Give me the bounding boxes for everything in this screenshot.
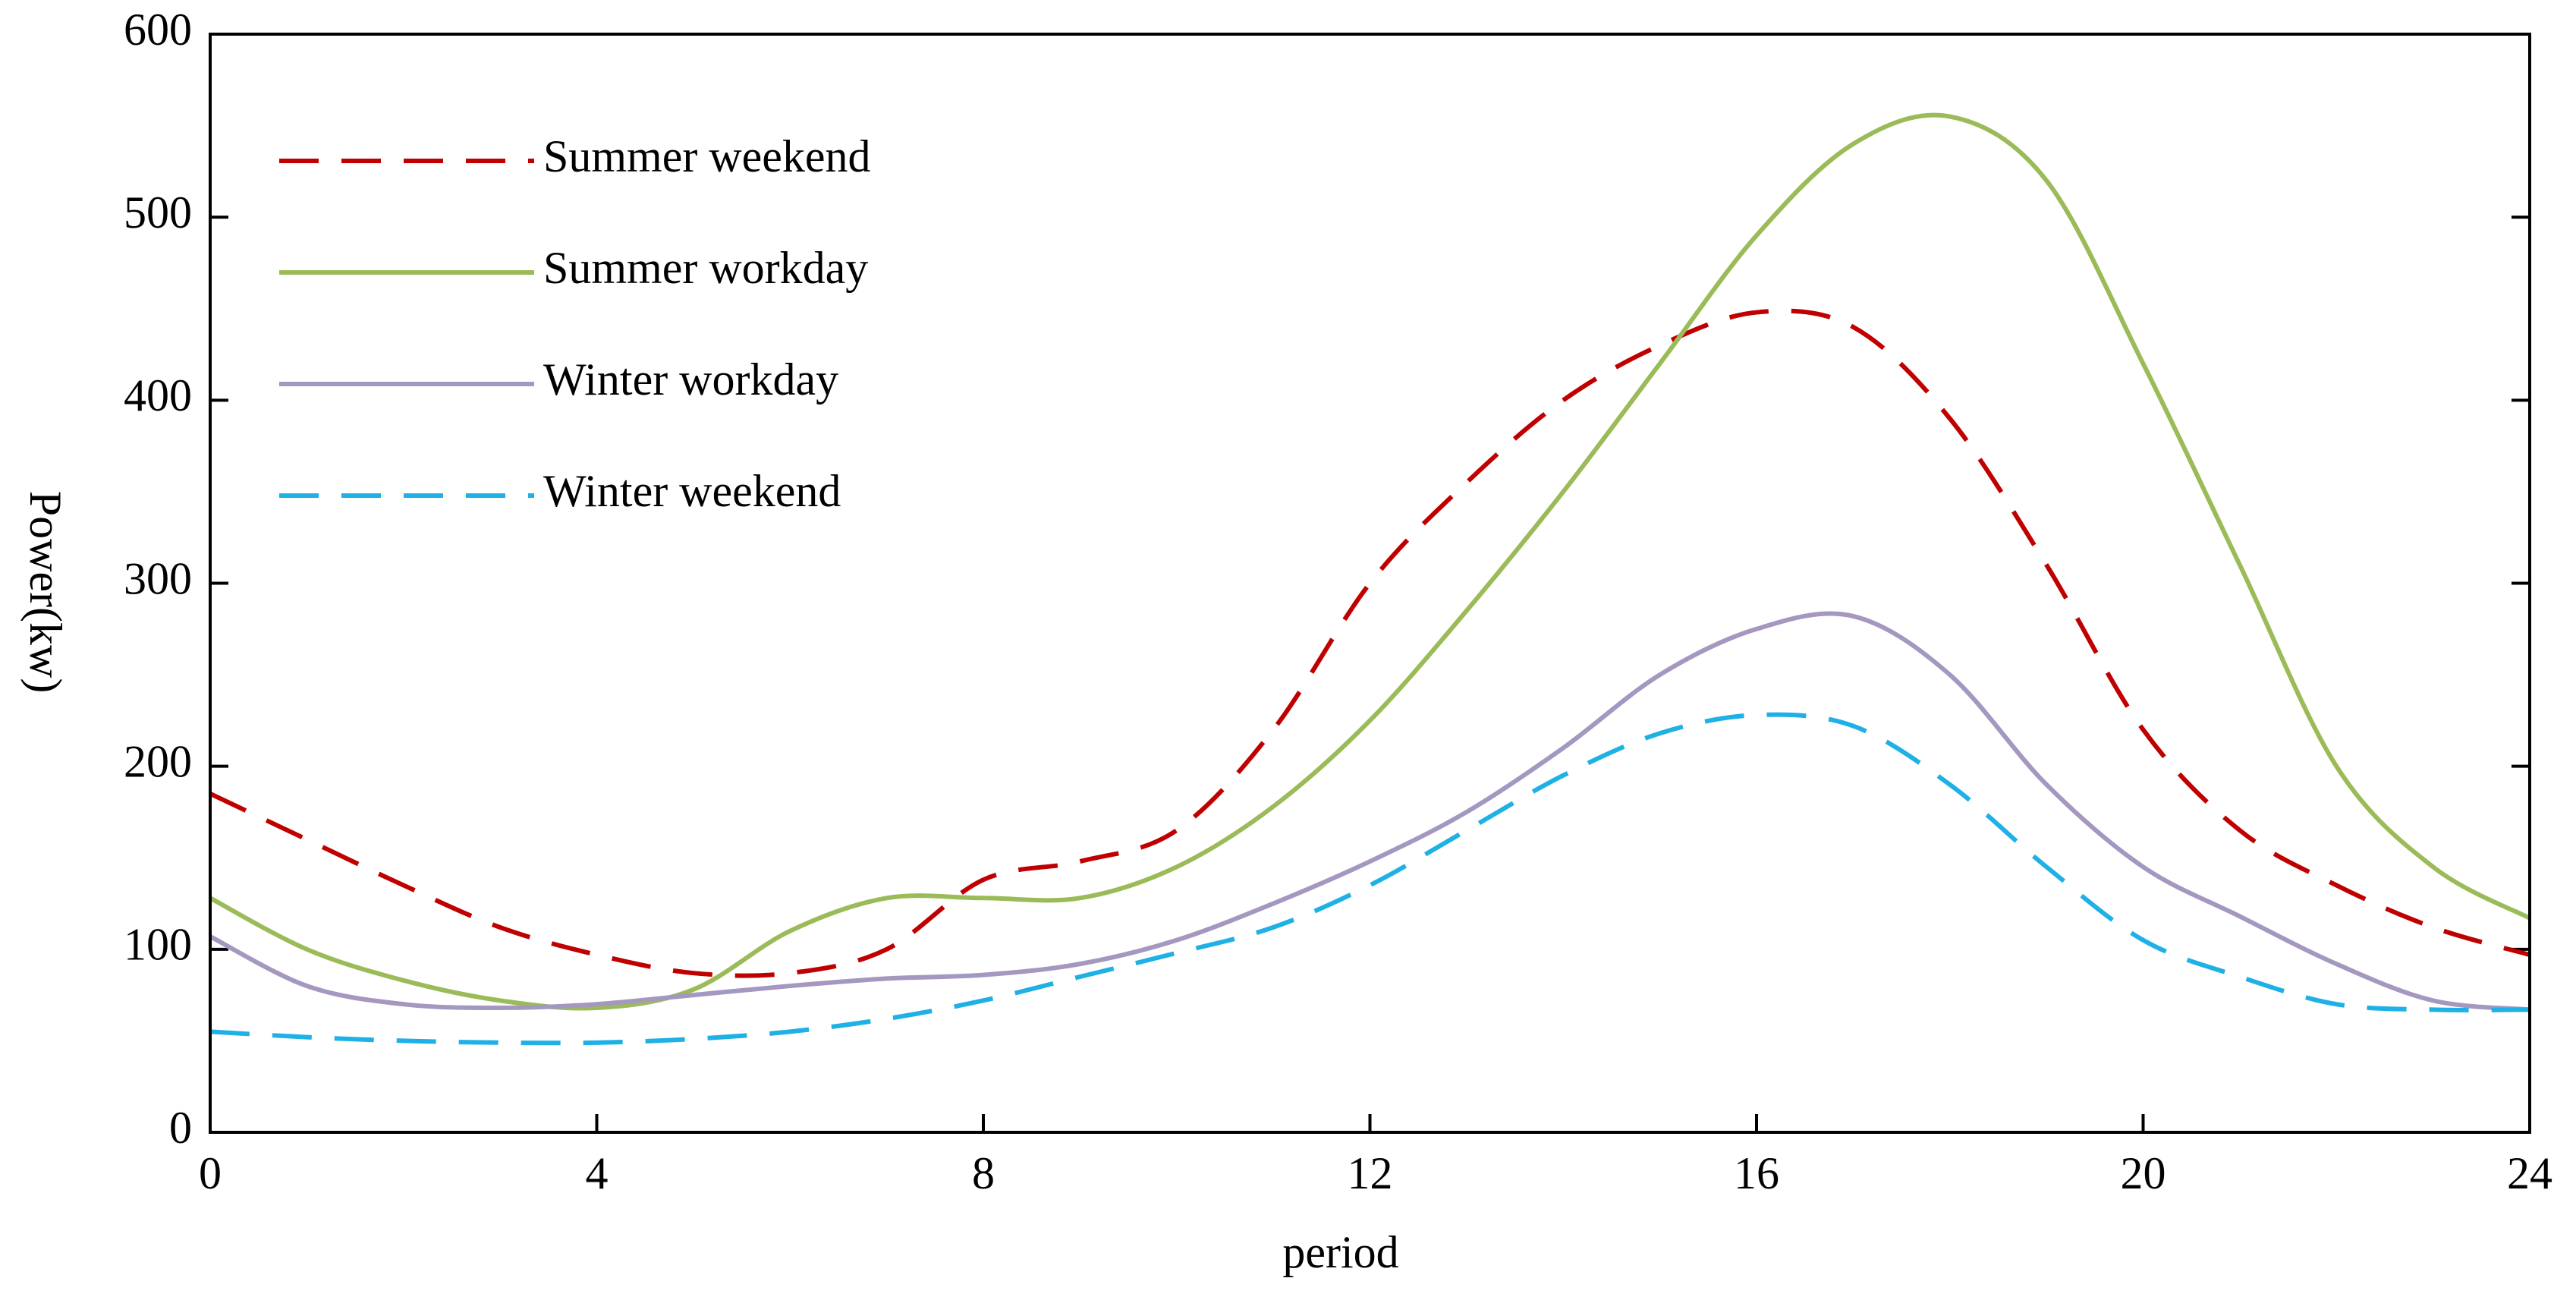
series-line: [209, 611, 2530, 1012]
x-tick-label: 4: [586, 1148, 609, 1198]
y-tick-label: 0: [169, 1103, 192, 1153]
y-tick-label: 600: [124, 5, 192, 55]
legend-label: Summer workday: [543, 243, 868, 293]
y-tick-label: 100: [124, 920, 192, 970]
y-tick-label: 200: [124, 736, 192, 786]
x-tick-label: 20: [2121, 1148, 2166, 1198]
legend-label: Summer weekend: [543, 131, 871, 181]
x-tick-label: 12: [1348, 1148, 1393, 1198]
y-tick-label: 500: [124, 187, 192, 238]
y-tick-label: 400: [124, 370, 192, 420]
x-tick-label: 0: [199, 1148, 222, 1198]
y-axis-label: Power(kw): [20, 491, 71, 694]
x-tick-label: 8: [972, 1148, 995, 1198]
series-line: [209, 712, 2530, 1046]
x-tick-label: 24: [2507, 1148, 2552, 1198]
y-tick-label: 300: [124, 553, 192, 603]
legend-label: Winter weekend: [543, 466, 841, 516]
series-line: [209, 112, 2531, 1011]
x-axis-label: period: [1282, 1227, 1398, 1277]
series-line: [209, 308, 2530, 978]
legend-label: Winter workday: [543, 354, 838, 405]
plot-frame: [209, 33, 2531, 1134]
x-tick-label: 16: [1734, 1148, 1779, 1198]
